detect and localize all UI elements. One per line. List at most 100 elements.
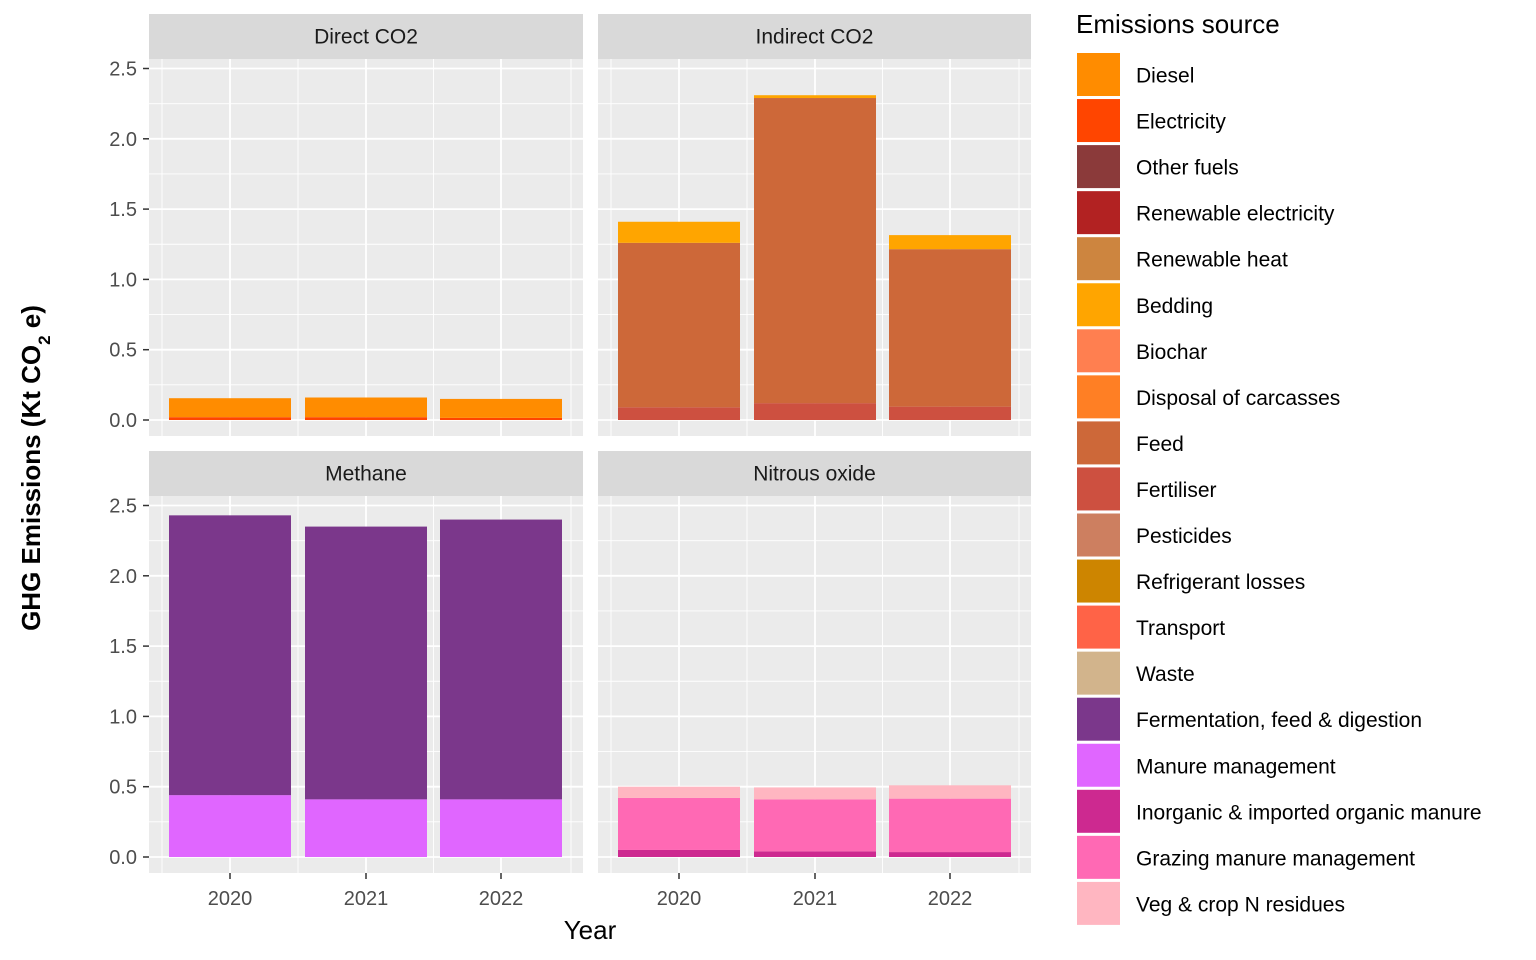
legend-label: Waste xyxy=(1136,663,1195,686)
facet-panel: Indirect CO2 xyxy=(598,14,1031,436)
bar-segment xyxy=(754,95,876,99)
legend-label: Grazing manure management xyxy=(1136,847,1415,870)
y-tick-label: 1.0 xyxy=(109,706,137,728)
bar-segment xyxy=(754,799,876,852)
legend-label: Renewable heat xyxy=(1136,249,1288,272)
bar-segment xyxy=(754,787,876,800)
facet-panel: Nitrous oxide 2020 2021 2022 xyxy=(598,451,1031,910)
legend-item: Diesel xyxy=(1077,53,1194,96)
legend-label: Refrigerant losses xyxy=(1136,571,1305,594)
legend-key xyxy=(1077,283,1120,327)
legend-key xyxy=(1077,467,1120,511)
legend-label: Diesel xyxy=(1136,65,1194,88)
facet-strip xyxy=(598,14,1031,59)
legend-item: Fermentation, feed & digestion xyxy=(1077,697,1422,741)
legend-label: Biochar xyxy=(1136,341,1207,364)
x-tick-label: 2022 xyxy=(928,888,973,910)
legend-key xyxy=(1077,375,1120,419)
legend-key xyxy=(1077,605,1120,649)
bar-segment xyxy=(889,852,1011,857)
legend-key xyxy=(1077,191,1120,235)
legend-label: Fermentation, feed & digestion xyxy=(1136,709,1422,732)
y-tick-label: 2.5 xyxy=(109,59,137,81)
bar-segment xyxy=(618,221,740,243)
legend-item: Bedding xyxy=(1077,283,1213,327)
facet-panel: Methane 0.0 0.5 1.0 1.5 2.0 2.5 2020 2021 2022 xyxy=(109,451,583,910)
facet-title: Nitrous oxide xyxy=(753,463,876,486)
legend-item: Fertiliser xyxy=(1077,467,1217,511)
y-axis-title-text: GHG Emissions (Kt CO2 e) xyxy=(16,305,54,631)
x-tick-label: 2021 xyxy=(793,888,838,910)
legend-item: Renewable electricity xyxy=(1077,191,1335,235)
legend-item: Inorganic & imported organic manure xyxy=(1077,789,1482,833)
legend-key xyxy=(1077,559,1120,603)
bar-segment xyxy=(169,795,291,857)
bar-segment xyxy=(889,785,1011,799)
legend-key xyxy=(1077,651,1120,695)
legend-key xyxy=(1077,881,1120,925)
legend-label: Manure management xyxy=(1136,755,1336,778)
x-tick-label: 2021 xyxy=(344,888,389,910)
legend-item: Electricity xyxy=(1077,99,1226,143)
x-tick-label: 2020 xyxy=(657,888,702,910)
bar-segment xyxy=(889,235,1011,250)
bar-segment xyxy=(889,249,1011,407)
facet-title: Methane xyxy=(325,463,407,486)
y-tick-label: 1.5 xyxy=(109,199,137,221)
facet-title: Indirect CO2 xyxy=(756,26,874,49)
legend-key xyxy=(1077,99,1120,143)
legend-key xyxy=(1077,329,1120,373)
legend-key xyxy=(1077,789,1120,833)
bar-segment xyxy=(169,417,291,420)
legend-item: Pesticides xyxy=(1077,513,1232,557)
bar-segment xyxy=(618,407,740,420)
x-tick-label: 2020 xyxy=(208,888,253,910)
legend-label: Other fuels xyxy=(1136,157,1239,180)
y-tick-label: 1.5 xyxy=(109,636,137,658)
bar-segment xyxy=(169,398,291,418)
y-tick-label: 0.0 xyxy=(109,847,137,869)
bar-segment xyxy=(169,515,291,796)
y-tick-label: 2.5 xyxy=(109,496,137,518)
bar-segment xyxy=(440,398,562,418)
legend-key xyxy=(1077,513,1120,557)
facet-strip xyxy=(149,14,583,59)
bar-segment xyxy=(618,797,740,850)
legend-label: Electricity xyxy=(1136,111,1226,134)
legend-key xyxy=(1077,697,1120,741)
bar-segment xyxy=(305,526,427,800)
legend-title: Emissions source xyxy=(1076,9,1280,39)
x-axis-title: Year xyxy=(564,915,617,945)
legend-key xyxy=(1077,53,1120,96)
bar-segment xyxy=(889,798,1011,853)
legend-label: Veg & crop N residues xyxy=(1136,893,1345,916)
legend-label: Bedding xyxy=(1136,295,1213,318)
bar-segment xyxy=(305,417,427,420)
legend-item: Waste xyxy=(1077,651,1195,695)
legend-item: Veg & crop N residues xyxy=(1077,881,1345,925)
y-tick-label: 2.0 xyxy=(109,129,137,151)
facet-panel: Direct CO2 0.0 0.5 1.0 1.5 2.0 2.5 xyxy=(109,14,583,436)
y-tick-label: 2.0 xyxy=(109,566,137,588)
legend-label: Feed xyxy=(1136,433,1184,456)
bar-segment xyxy=(305,397,427,418)
bar-segment xyxy=(305,799,427,857)
legend-item: Transport xyxy=(1077,605,1225,649)
legend-key xyxy=(1077,743,1120,787)
x-tick-label: 2022 xyxy=(479,888,524,910)
bar-segment xyxy=(889,406,1011,420)
legend-label: Fertiliser xyxy=(1136,479,1217,502)
bar-segment xyxy=(618,242,740,408)
y-tick-label: 0.0 xyxy=(109,410,137,432)
legend-label: Disposal of carcasses xyxy=(1136,387,1340,410)
legend-item: Renewable heat xyxy=(1077,237,1288,281)
legend-label: Transport xyxy=(1136,617,1225,640)
legend-label: Inorganic & imported organic manure xyxy=(1136,801,1482,824)
bar-segment xyxy=(440,519,562,800)
legend-key xyxy=(1077,835,1120,879)
y-axis-title: GHG Emissions (Kt CO2 e) xyxy=(16,305,54,631)
legend-item: Refrigerant losses xyxy=(1077,559,1305,603)
legend-item: Other fuels xyxy=(1077,145,1239,189)
facet-strip xyxy=(598,451,1031,496)
panels: Direct CO2 0.0 0.5 1.0 1.5 2.0 2.5 Indirect CO2… xyxy=(109,14,1031,910)
